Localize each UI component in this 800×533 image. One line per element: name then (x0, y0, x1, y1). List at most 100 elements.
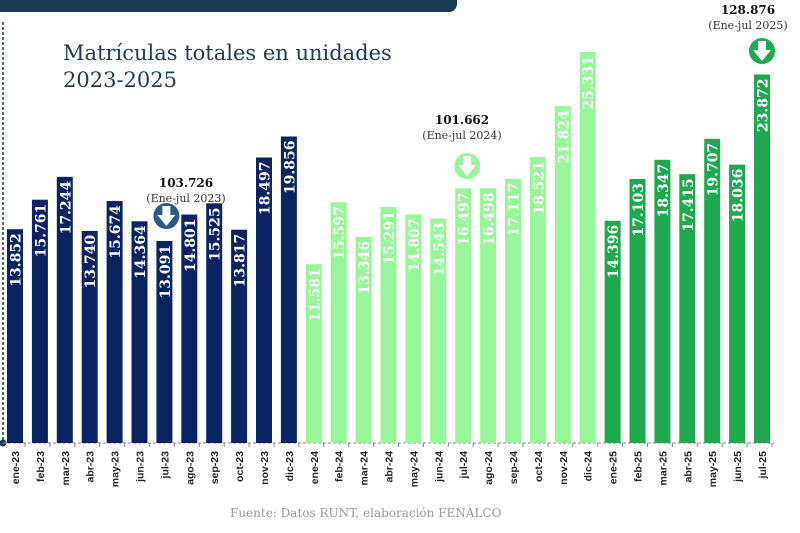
value-label-mar-24: 13.346 (357, 241, 373, 295)
x-tick-label-mar-23: mar-23 (60, 451, 72, 486)
bar-ene-25 (604, 220, 621, 443)
x-tick-label-jun-25: jun-25 (732, 451, 744, 483)
value-label-may-24: 14.807 (407, 218, 423, 272)
top-banner (0, 0, 457, 12)
x-tick-label-may-24: may-24 (408, 451, 420, 487)
x-tick-label-ago-23: ago-23 (184, 451, 196, 485)
value-label-sep-23: 15.525 (208, 207, 224, 261)
down-arrow-glyph-icon (458, 156, 477, 176)
value-label-jul-24: 16.497 (457, 192, 473, 246)
value-label-oct-23: 13.817 (233, 234, 249, 288)
bar-may-24 (405, 214, 422, 443)
x-tick-label-abr-23: abr-23 (85, 451, 97, 483)
bar-jul-23 (156, 240, 173, 443)
x-tick-label-ene-23: ene-23 (10, 451, 22, 484)
value-label-abr-24: 15.291 (382, 211, 398, 265)
x-tick-label-jun-23: jun-23 (135, 451, 147, 483)
value-label-jul-23: 13.091 (158, 245, 174, 299)
value-label-ene-23: 13.852 (9, 233, 25, 287)
bar-mar-25 (654, 159, 671, 443)
x-tick-label-feb-25: feb-25 (633, 451, 645, 482)
bar-ene-23 (7, 229, 23, 443)
bar-jun-24 (430, 218, 447, 443)
annotation-total-1: 101.662 (435, 113, 489, 127)
bar-dic-24 (579, 52, 596, 443)
value-label-dic-24: 25.331 (581, 56, 597, 110)
value-label-jul-25: 23.872 (756, 79, 772, 133)
x-tick-label-abr-25: abr-25 (682, 451, 694, 483)
chart-subtitle: 2023-2025 (63, 68, 177, 92)
x-tick-label-mar-25: mar-25 (657, 451, 669, 486)
x-tick-label-feb-24: feb-24 (334, 451, 346, 482)
value-label-nov-24: 21.824 (556, 110, 572, 164)
bar-dic-23 (280, 136, 297, 444)
x-tick-label-mar-24: mar-24 (359, 451, 371, 486)
bar-mar-24 (355, 236, 372, 443)
x-tick-label-sep-23: sep-23 (209, 451, 221, 484)
value-label-abr-23: 13.740 (83, 235, 99, 289)
value-label-ene-24: 11.581 (307, 268, 323, 322)
bar-abr-23 (81, 230, 98, 443)
value-label-may-23: 15.674 (108, 205, 124, 259)
bar-jul-24 (455, 188, 472, 443)
x-tick-label-ene-24: ene-24 (309, 451, 321, 484)
x-tick-label-abr-24: abr-24 (384, 451, 396, 483)
bar-nov-23 (256, 157, 272, 443)
bar-oct-23 (231, 229, 248, 443)
bar-nov-24 (554, 106, 571, 444)
x-tick-label-oct-23: oct-23 (234, 451, 246, 482)
value-label-mar-25: 18.347 (656, 164, 672, 218)
x-tick-label-ene-25: ene-25 (608, 451, 620, 484)
bar-sep-23 (206, 203, 223, 443)
annotation-total-0: 103.726 (159, 176, 213, 190)
annotation-period-2: (Ene-jul 2025) (708, 19, 787, 32)
x-tick-label-may-23: may-23 (110, 451, 122, 487)
chart-title-block: Matrículas totales en unidades 2023-2025 (63, 40, 392, 94)
bar-jul-25 (754, 74, 770, 444)
value-label-feb-24: 15.597 (332, 206, 348, 260)
value-label-ene-25: 14.396 (606, 225, 622, 279)
value-label-ago-23: 14.801 (183, 219, 199, 273)
bar-ago-24 (480, 188, 497, 443)
x-tick-label-oct-24: oct-24 (533, 451, 545, 482)
x-tick-label-dic-23: dic-23 (284, 451, 296, 482)
bar-feb-23 (31, 199, 48, 443)
annotation-period-1: (Ene-jul 2024) (422, 129, 501, 142)
value-label-jun-23: 14.364 (133, 225, 149, 279)
value-label-mar-23: 17.244 (58, 181, 74, 235)
bar-sep-24 (505, 178, 521, 444)
value-label-ago-24: 16.498 (482, 192, 498, 246)
bar-oct-24 (529, 157, 546, 444)
down-arrow-glyph-icon (753, 41, 771, 61)
bar-mar-23 (56, 176, 73, 444)
value-label-jun-25: 18.036 (731, 169, 747, 223)
bar-may-23 (106, 201, 123, 443)
bar-abr-24 (380, 206, 397, 443)
x-tick-label-jun-24: jun-24 (433, 451, 445, 483)
value-label-feb-23: 15.761 (33, 204, 49, 258)
bar-feb-24 (330, 202, 347, 443)
value-label-jun-24: 14.543 (432, 223, 448, 277)
x-tick-label-feb-23: feb-23 (35, 451, 47, 482)
source-note: Fuente: Datos RUNT, elaboración FENALCO (230, 506, 502, 520)
value-label-abr-25: 17.415 (681, 178, 697, 232)
bar-jun-23 (131, 221, 148, 443)
x-tick-label-jul-25: jul-25 (757, 451, 769, 480)
x-tick-label-dic-24: dic-24 (583, 451, 595, 482)
bar-abr-25 (679, 174, 696, 443)
x-tick-label-jul-24: jul-24 (458, 451, 470, 480)
bar-feb-25 (629, 179, 646, 443)
annotation-period-0: (Ene-jul 2023) (146, 192, 225, 205)
x-tick-label-sep-24: sep-24 (508, 451, 520, 484)
value-label-feb-25: 17.103 (631, 183, 647, 237)
x-tick-label-ago-24: ago-24 (483, 451, 495, 485)
x-tick-label-nov-23: nov-23 (259, 451, 271, 485)
bar-may-25 (704, 138, 721, 443)
down-arrow-glyph-icon (157, 206, 176, 226)
bar-ago-23 (181, 214, 198, 443)
value-label-dic-23: 19.856 (282, 141, 298, 195)
value-label-nov-23: 18.497 (258, 161, 274, 215)
x-tick-label-nov-24: nov-24 (558, 451, 570, 485)
value-label-sep-24: 17.117 (507, 183, 523, 237)
